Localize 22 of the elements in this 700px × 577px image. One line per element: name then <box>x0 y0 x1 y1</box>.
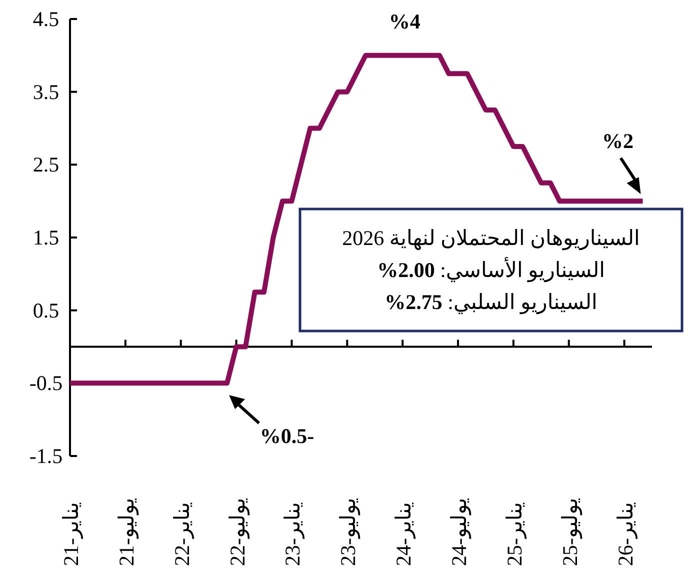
x-tick-label: يوليو-25 <box>558 498 583 566</box>
y-tick-label: -0.5 <box>29 371 63 396</box>
x-tick-label: يوليو-23 <box>336 498 362 566</box>
y-tick-label: 1.5 <box>32 226 60 250</box>
annotation: %4 <box>388 9 421 34</box>
x-tick-label: يوليو-22 <box>225 498 250 566</box>
x-tick-label: يناير-21 <box>59 502 84 566</box>
y-tick-label: 3.5 <box>32 80 60 104</box>
annotation: %0.5- <box>260 424 314 448</box>
y-tick-label: 4.5 <box>32 7 60 31</box>
annotation: السيناريوهان المحتملان لنهاية 2026 <box>342 226 640 251</box>
y-tick-label: -1.5 <box>29 444 63 468</box>
y-tick-label: 2.5 <box>32 152 60 177</box>
x-tick-label: يناير-26 <box>613 502 638 566</box>
annotation: %2 <box>602 129 634 154</box>
x-tick-label: يناير-23 <box>280 502 306 566</box>
y-tick-label: 0.5 <box>32 298 60 322</box>
x-tick-label: يناير-25 <box>502 502 528 566</box>
x-tick-label: يوليو-24 <box>447 498 472 566</box>
x-tick-label: يناير-24 <box>392 502 417 566</box>
x-tick-label: يوليو-21 <box>114 498 140 566</box>
x-tick-label: يناير-22 <box>170 502 195 566</box>
